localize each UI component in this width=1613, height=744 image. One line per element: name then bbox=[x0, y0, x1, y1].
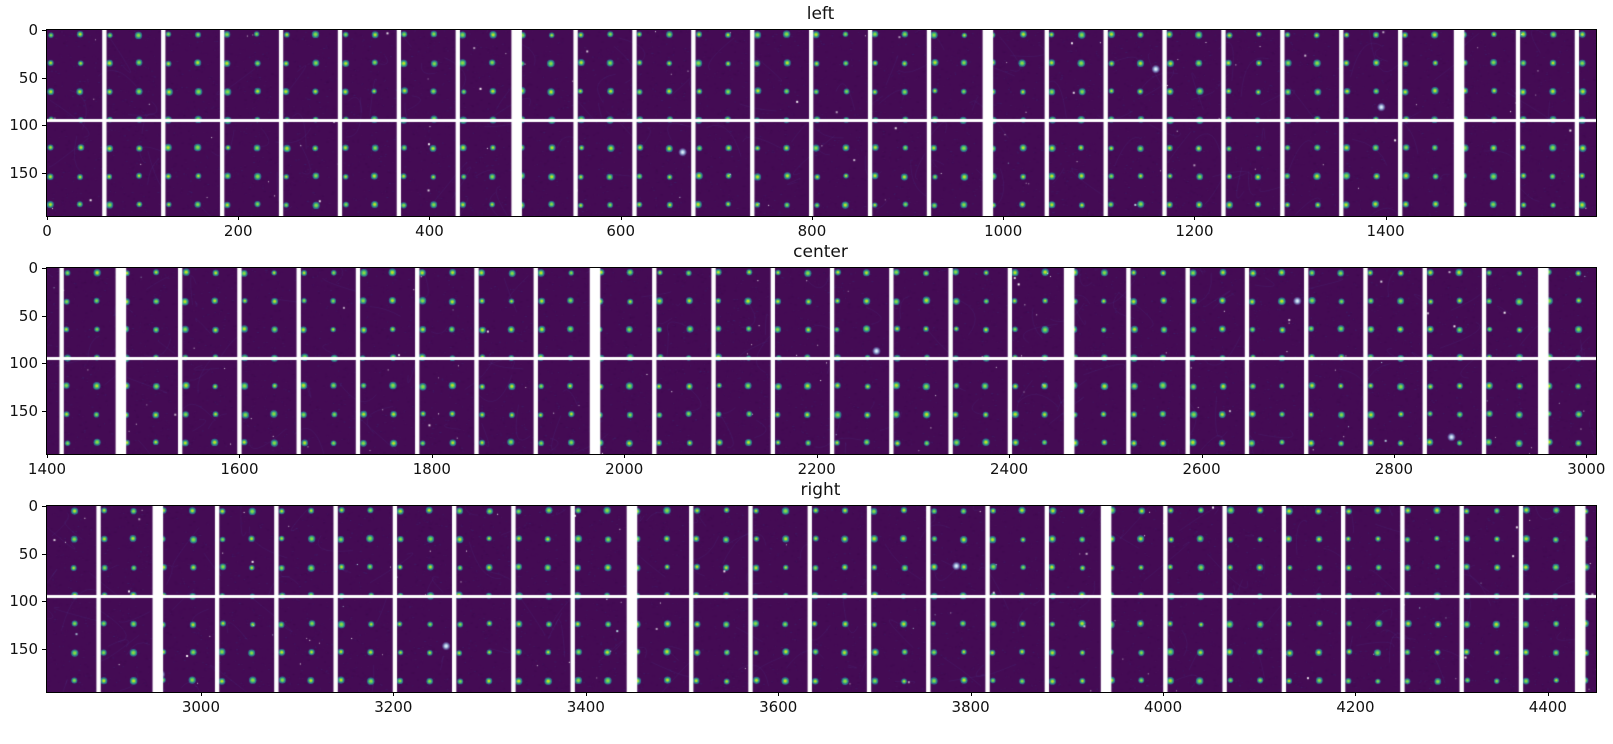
x-tick-label: 0 bbox=[42, 222, 52, 240]
x-tick-mark bbox=[239, 454, 241, 458]
x-tick-mark bbox=[429, 216, 431, 220]
x-tick-label: 3400 bbox=[566, 698, 605, 716]
x-tick-mark bbox=[1393, 454, 1395, 458]
x-tick-mark bbox=[585, 692, 587, 696]
x-tick-mark bbox=[47, 454, 48, 458]
x-tick-label: 2200 bbox=[797, 460, 836, 478]
x-tick-mark bbox=[1355, 692, 1357, 696]
x-tick-mark bbox=[620, 216, 622, 220]
x-tick-mark bbox=[393, 692, 395, 696]
x-tick-label: 3200 bbox=[374, 698, 413, 716]
y-tick-label: 150 bbox=[9, 164, 38, 183]
y-tick-mark bbox=[42, 363, 46, 365]
x-tick-mark bbox=[1163, 692, 1165, 696]
x-tick-mark bbox=[47, 216, 48, 220]
x-tick-label: 1600 bbox=[220, 460, 259, 478]
x-tick-label: 1400 bbox=[27, 460, 67, 478]
x-tick-label: 2000 bbox=[605, 460, 644, 478]
subplot-right: right 3000 3200 3400 3600 3800 4000 4200 4400 0 5… bbox=[0, 476, 1613, 716]
y-tick-label: 50 bbox=[18, 306, 38, 325]
x-tick-label: 4200 bbox=[1336, 698, 1375, 716]
x-tick-label: 3600 bbox=[759, 698, 798, 716]
y-tick-mark bbox=[42, 506, 46, 507]
x-tick-label: 2400 bbox=[990, 460, 1029, 478]
subplot-right-image-canvas bbox=[47, 506, 1596, 692]
y-tick-label: 0 bbox=[28, 497, 38, 515]
x-tick-mark bbox=[624, 454, 626, 458]
x-tick-label: 400 bbox=[415, 222, 444, 240]
y-tick-mark bbox=[42, 77, 46, 79]
x-tick-mark bbox=[816, 454, 818, 458]
x-tick-mark bbox=[970, 692, 972, 696]
y-tick-mark bbox=[42, 315, 46, 317]
x-tick-label: 1400 bbox=[1366, 222, 1405, 240]
subplot-center: center 1400 1600 1800 2000 2200 2400 2600 2800 3… bbox=[0, 238, 1613, 478]
subplot-center-plot-area: 1400 1600 1800 2000 2200 2400 2600 2800 3000 0 50 1… bbox=[9, 260, 1605, 478]
y-tick-label: 50 bbox=[18, 544, 38, 563]
y-tick-label: 100 bbox=[9, 116, 38, 135]
y-tick-mark bbox=[42, 173, 46, 175]
subplot-center-image-canvas bbox=[47, 268, 1596, 454]
x-tick-mark bbox=[431, 454, 433, 458]
x-tick-mark bbox=[1547, 692, 1549, 696]
y-tick-mark bbox=[42, 411, 46, 413]
y-tick-label: 0 bbox=[28, 259, 38, 277]
x-tick-label: 2800 bbox=[1374, 460, 1414, 478]
x-tick-mark bbox=[200, 692, 202, 696]
y-tick-label: 50 bbox=[18, 68, 38, 87]
subplot-left-title: left bbox=[806, 4, 835, 24]
x-tick-mark bbox=[811, 216, 813, 220]
subplot-right-title: right bbox=[800, 480, 841, 500]
y-tick-label: 100 bbox=[9, 592, 38, 611]
x-tick-mark bbox=[1586, 454, 1588, 458]
y-tick-label: 0 bbox=[28, 21, 38, 39]
y-tick-mark bbox=[42, 553, 46, 555]
x-tick-mark bbox=[1201, 454, 1203, 458]
subplot-left-image-canvas bbox=[47, 30, 1596, 216]
y-tick-mark bbox=[42, 649, 46, 651]
x-tick-mark bbox=[1194, 216, 1196, 220]
x-tick-label: 4000 bbox=[1143, 698, 1183, 716]
x-tick-mark bbox=[1009, 454, 1011, 458]
subplot-center-title: center bbox=[793, 242, 848, 262]
x-tick-label: 3800 bbox=[951, 698, 990, 716]
y-tick-mark bbox=[42, 268, 46, 269]
x-tick-label: 3000 bbox=[181, 698, 221, 716]
x-tick-label: 3000 bbox=[1567, 460, 1606, 478]
x-tick-mark bbox=[778, 692, 780, 696]
y-tick-mark bbox=[42, 125, 46, 127]
x-tick-label: 4400 bbox=[1528, 698, 1567, 716]
y-tick-label: 100 bbox=[9, 354, 38, 373]
x-tick-label: 1000 bbox=[984, 222, 1023, 240]
y-tick-mark bbox=[42, 601, 46, 603]
x-tick-label: 800 bbox=[797, 222, 827, 240]
y-tick-label: 150 bbox=[9, 640, 38, 659]
y-tick-mark bbox=[42, 30, 46, 31]
x-tick-label: 600 bbox=[606, 222, 636, 240]
x-tick-label: 1800 bbox=[412, 460, 451, 478]
x-tick-mark bbox=[1385, 216, 1387, 220]
y-tick-label: 150 bbox=[9, 402, 38, 421]
x-tick-label: 200 bbox=[223, 222, 253, 240]
x-tick-label: 1200 bbox=[1175, 222, 1214, 240]
subplot-left: left 0 200 400 600 800 1000 1200 1400 0 50 100 150 bbox=[0, 0, 1613, 240]
subplot-right-plot-area: 3000 3200 3400 3600 3800 4000 4200 4400 0 50 100 15… bbox=[9, 498, 1597, 716]
x-tick-label: 2600 bbox=[1182, 460, 1221, 478]
x-tick-mark bbox=[1003, 216, 1005, 220]
x-tick-mark bbox=[238, 216, 240, 220]
subplot-left-plot-area: 0 200 400 600 800 1000 1200 1400 0 50 100 150 bbox=[9, 22, 1597, 240]
